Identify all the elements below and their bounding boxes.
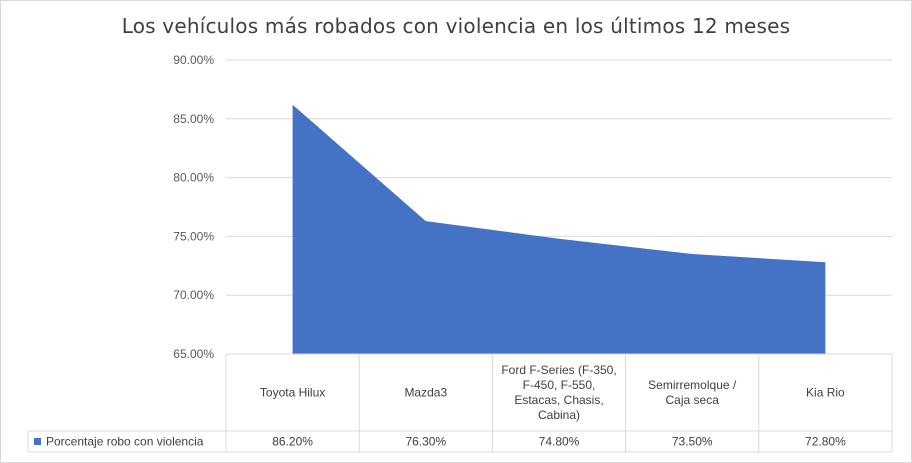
legend-swatch xyxy=(34,438,41,445)
data-label: 86.20% xyxy=(272,435,313,449)
y-tick-label: 70.00% xyxy=(173,288,214,302)
category-label: Kia Rio xyxy=(806,386,845,400)
y-tick-label: 65.00% xyxy=(173,347,214,361)
chart-title: Los vehículos más robados con violencia … xyxy=(121,14,791,38)
y-tick-label: 85.00% xyxy=(173,112,214,126)
y-tick-label: 80.00% xyxy=(173,171,214,185)
category-label: Ford F-Series (F-350, xyxy=(501,363,616,377)
y-tick-label: 90.00% xyxy=(173,53,214,67)
category-label: Semirremolque / xyxy=(648,378,737,392)
data-label: 73.50% xyxy=(672,435,713,449)
y-tick-label: 75.00% xyxy=(173,229,214,243)
data-label: 72.80% xyxy=(805,435,846,449)
category-label: Caja seca xyxy=(666,393,720,407)
data-label: 76.30% xyxy=(405,435,446,449)
series-area xyxy=(292,104,826,354)
category-label: Toyota Hilux xyxy=(260,386,325,400)
category-label: Cabina) xyxy=(538,408,580,422)
category-label: F-450, F-550, xyxy=(523,378,596,392)
category-label: Mazda3 xyxy=(404,386,447,400)
category-label: Estacas, Chasis, xyxy=(514,393,603,407)
data-label: 74.80% xyxy=(539,435,580,449)
legend-label: Porcentaje robo con violencia xyxy=(46,435,204,449)
